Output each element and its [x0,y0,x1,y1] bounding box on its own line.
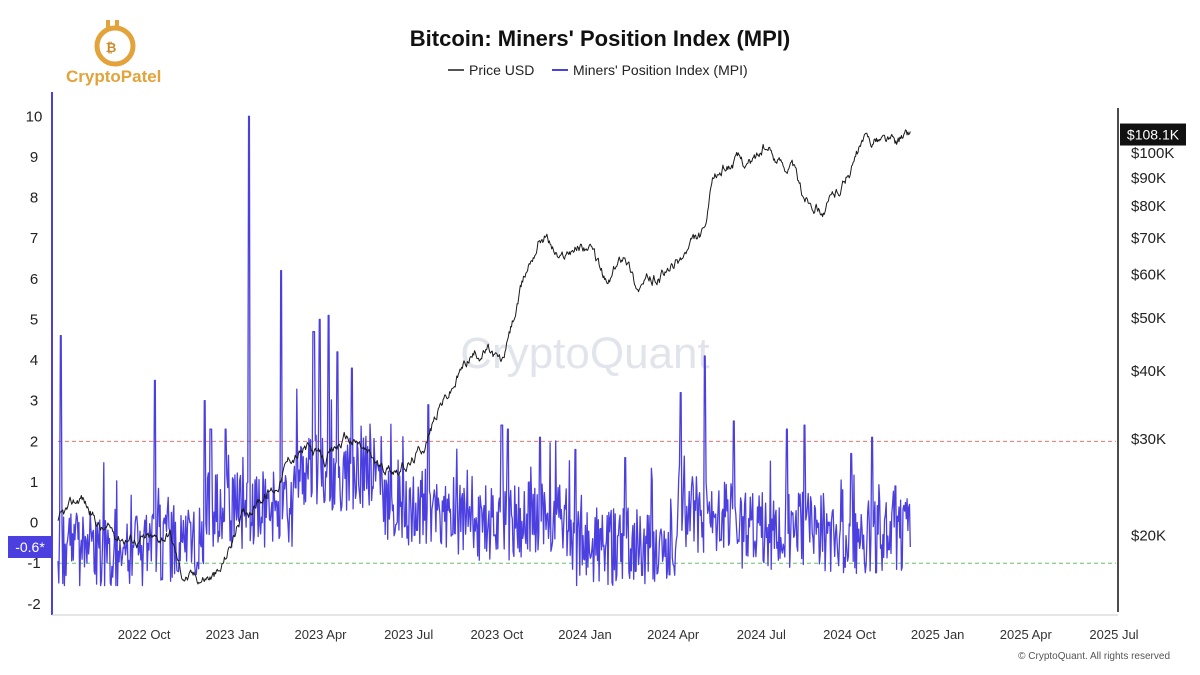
latest-price-badge: $108.1K [1120,123,1186,146]
x-tick: 2023 Jan [206,627,260,642]
y-right-tick: $20K [1131,528,1166,545]
latest-mpi-badge-bg [8,535,52,558]
logo-mark-icon [106,20,110,28]
y-left-tick: 2 [30,433,38,450]
x-tick: 2023 Apr [294,627,347,642]
series-line-mpi [57,115,911,587]
y-right-tick: $80K [1131,198,1166,215]
y-right-tick: $30K [1131,431,1166,448]
legend-mpi-label: Miners' Position Index (MPI) [573,62,748,78]
chart-title: Bitcoin: Miners' Position Index (MPI) [410,26,790,51]
logo-text: CryptoPatel [66,67,161,86]
y-axis-right-ticks: $100K $90K $80K $70K $60K $50K $40K $30K… [1131,145,1174,545]
x-tick: 2023 Jul [384,627,433,642]
y-left-tick: -1 [27,555,40,572]
cryptopatel-logo: ₿ CryptoPatel [66,20,161,86]
y-right-tick: $40K [1131,363,1166,380]
y-left-tick: 10 [26,108,43,125]
series-line-price [57,129,911,585]
y-left-tick: 4 [30,352,38,369]
x-tick: 2024 Apr [647,627,700,642]
x-tick: 2025 Jan [911,627,965,642]
legend: Price USD Miners' Position Index (MPI) [448,62,748,78]
y-left-tick: -2 [27,596,40,613]
latest-price-value: $108.1K [1127,127,1180,143]
y-right-tick: $60K [1131,266,1166,283]
y-right-tick: $100K [1131,145,1174,162]
logo-bitcoin-icon: ₿ [106,40,117,55]
x-tick: 2025 Apr [1000,627,1053,642]
y-left-tick: 1 [30,474,38,491]
latest-mpi-badge: -0.6* [8,535,52,558]
x-axis-ticks: 2022 Oct 2023 Jan 2023 Apr 2023 Jul 2023… [118,627,1139,642]
y-left-tick: 5 [30,311,38,328]
y-left-tick: 8 [30,190,38,207]
x-tick: 2024 Jan [558,627,612,642]
x-tick: 2024 Oct [823,627,876,642]
logo-mark-icon [115,20,119,28]
x-tick: 2022 Oct [118,627,171,642]
y-left-tick: 6 [30,271,38,288]
y-left-tick: 3 [30,393,38,410]
y-right-tick: $70K [1131,230,1166,247]
y-axis-left-ticks: 10 9 8 7 6 5 4 3 2 1 0 -1 -2 [26,108,43,613]
y-right-tick: $90K [1131,170,1166,187]
x-tick: 2023 Oct [470,627,523,642]
watermark: CryptoQuant [460,329,709,378]
y-right-tick: $50K [1131,310,1166,327]
x-tick: 2024 Jul [737,627,786,642]
y-left-tick: 7 [30,230,38,247]
y-left-tick: 9 [30,149,38,166]
x-tick: 2025 Jul [1089,627,1138,642]
legend-price-label: Price USD [469,62,534,78]
y-left-tick: 0 [30,515,38,532]
copyright-text: © CryptoQuant. All rights reserved [1018,651,1170,662]
latest-price-badge-bg [1120,123,1186,146]
latest-mpi-value: -0.6* [15,539,45,555]
